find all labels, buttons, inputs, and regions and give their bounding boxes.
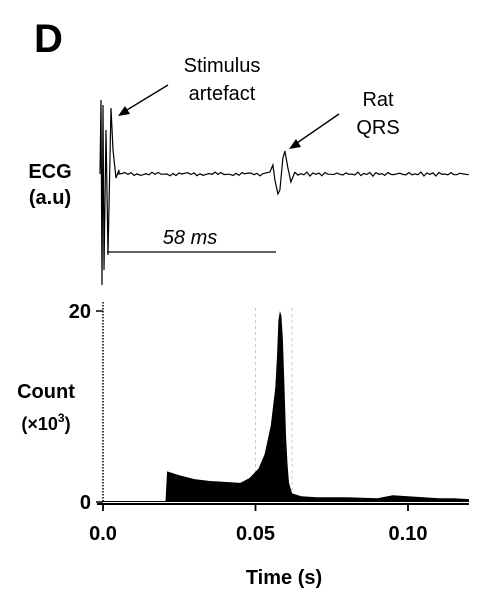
x-tick-label-0: 0.0 — [89, 523, 117, 545]
y-tick-label-0: 0 — [80, 492, 91, 514]
ecg-trace — [99, 99, 469, 286]
annotation-qrs-line2: QRS — [356, 117, 399, 139]
x-axis-title: Time (s) — [246, 567, 322, 589]
count-ylabel-close: ) — [65, 414, 71, 434]
y-tick-label-1: 20 — [69, 301, 91, 323]
arrowhead-qrs — [289, 139, 301, 149]
x-tick-label-2: 0.10 — [389, 523, 428, 545]
panel-label: D — [34, 17, 63, 61]
annotation-stimulus-line2: artefact — [189, 83, 256, 105]
count-ylabel-line2: (×103) — [21, 411, 70, 434]
arrowhead-stimulus — [118, 106, 130, 116]
count-ylabel-exponent: 3 — [58, 411, 65, 425]
x-tick-label-1: 0.05 — [236, 523, 275, 545]
arrow-stimulus — [121, 84, 169, 114]
annotation-stimulus-line1: Stimulus — [184, 55, 261, 77]
interval-label: 58 ms — [163, 227, 217, 249]
annotation-qrs-line1: Rat — [362, 89, 394, 111]
count-ylabel-base: (×10 — [21, 414, 58, 434]
ecg-ylabel-line2: (a.u) — [29, 187, 71, 209]
axes: 0 20 0.0 0.05 0.10 — [69, 301, 469, 545]
histogram-area — [103, 311, 469, 502]
arrow-qrs — [293, 113, 340, 146]
count-ylabel-line1: Count — [17, 381, 75, 403]
reference-lines — [255, 308, 293, 502]
ecg-ylabel-line1: ECG — [28, 161, 71, 183]
